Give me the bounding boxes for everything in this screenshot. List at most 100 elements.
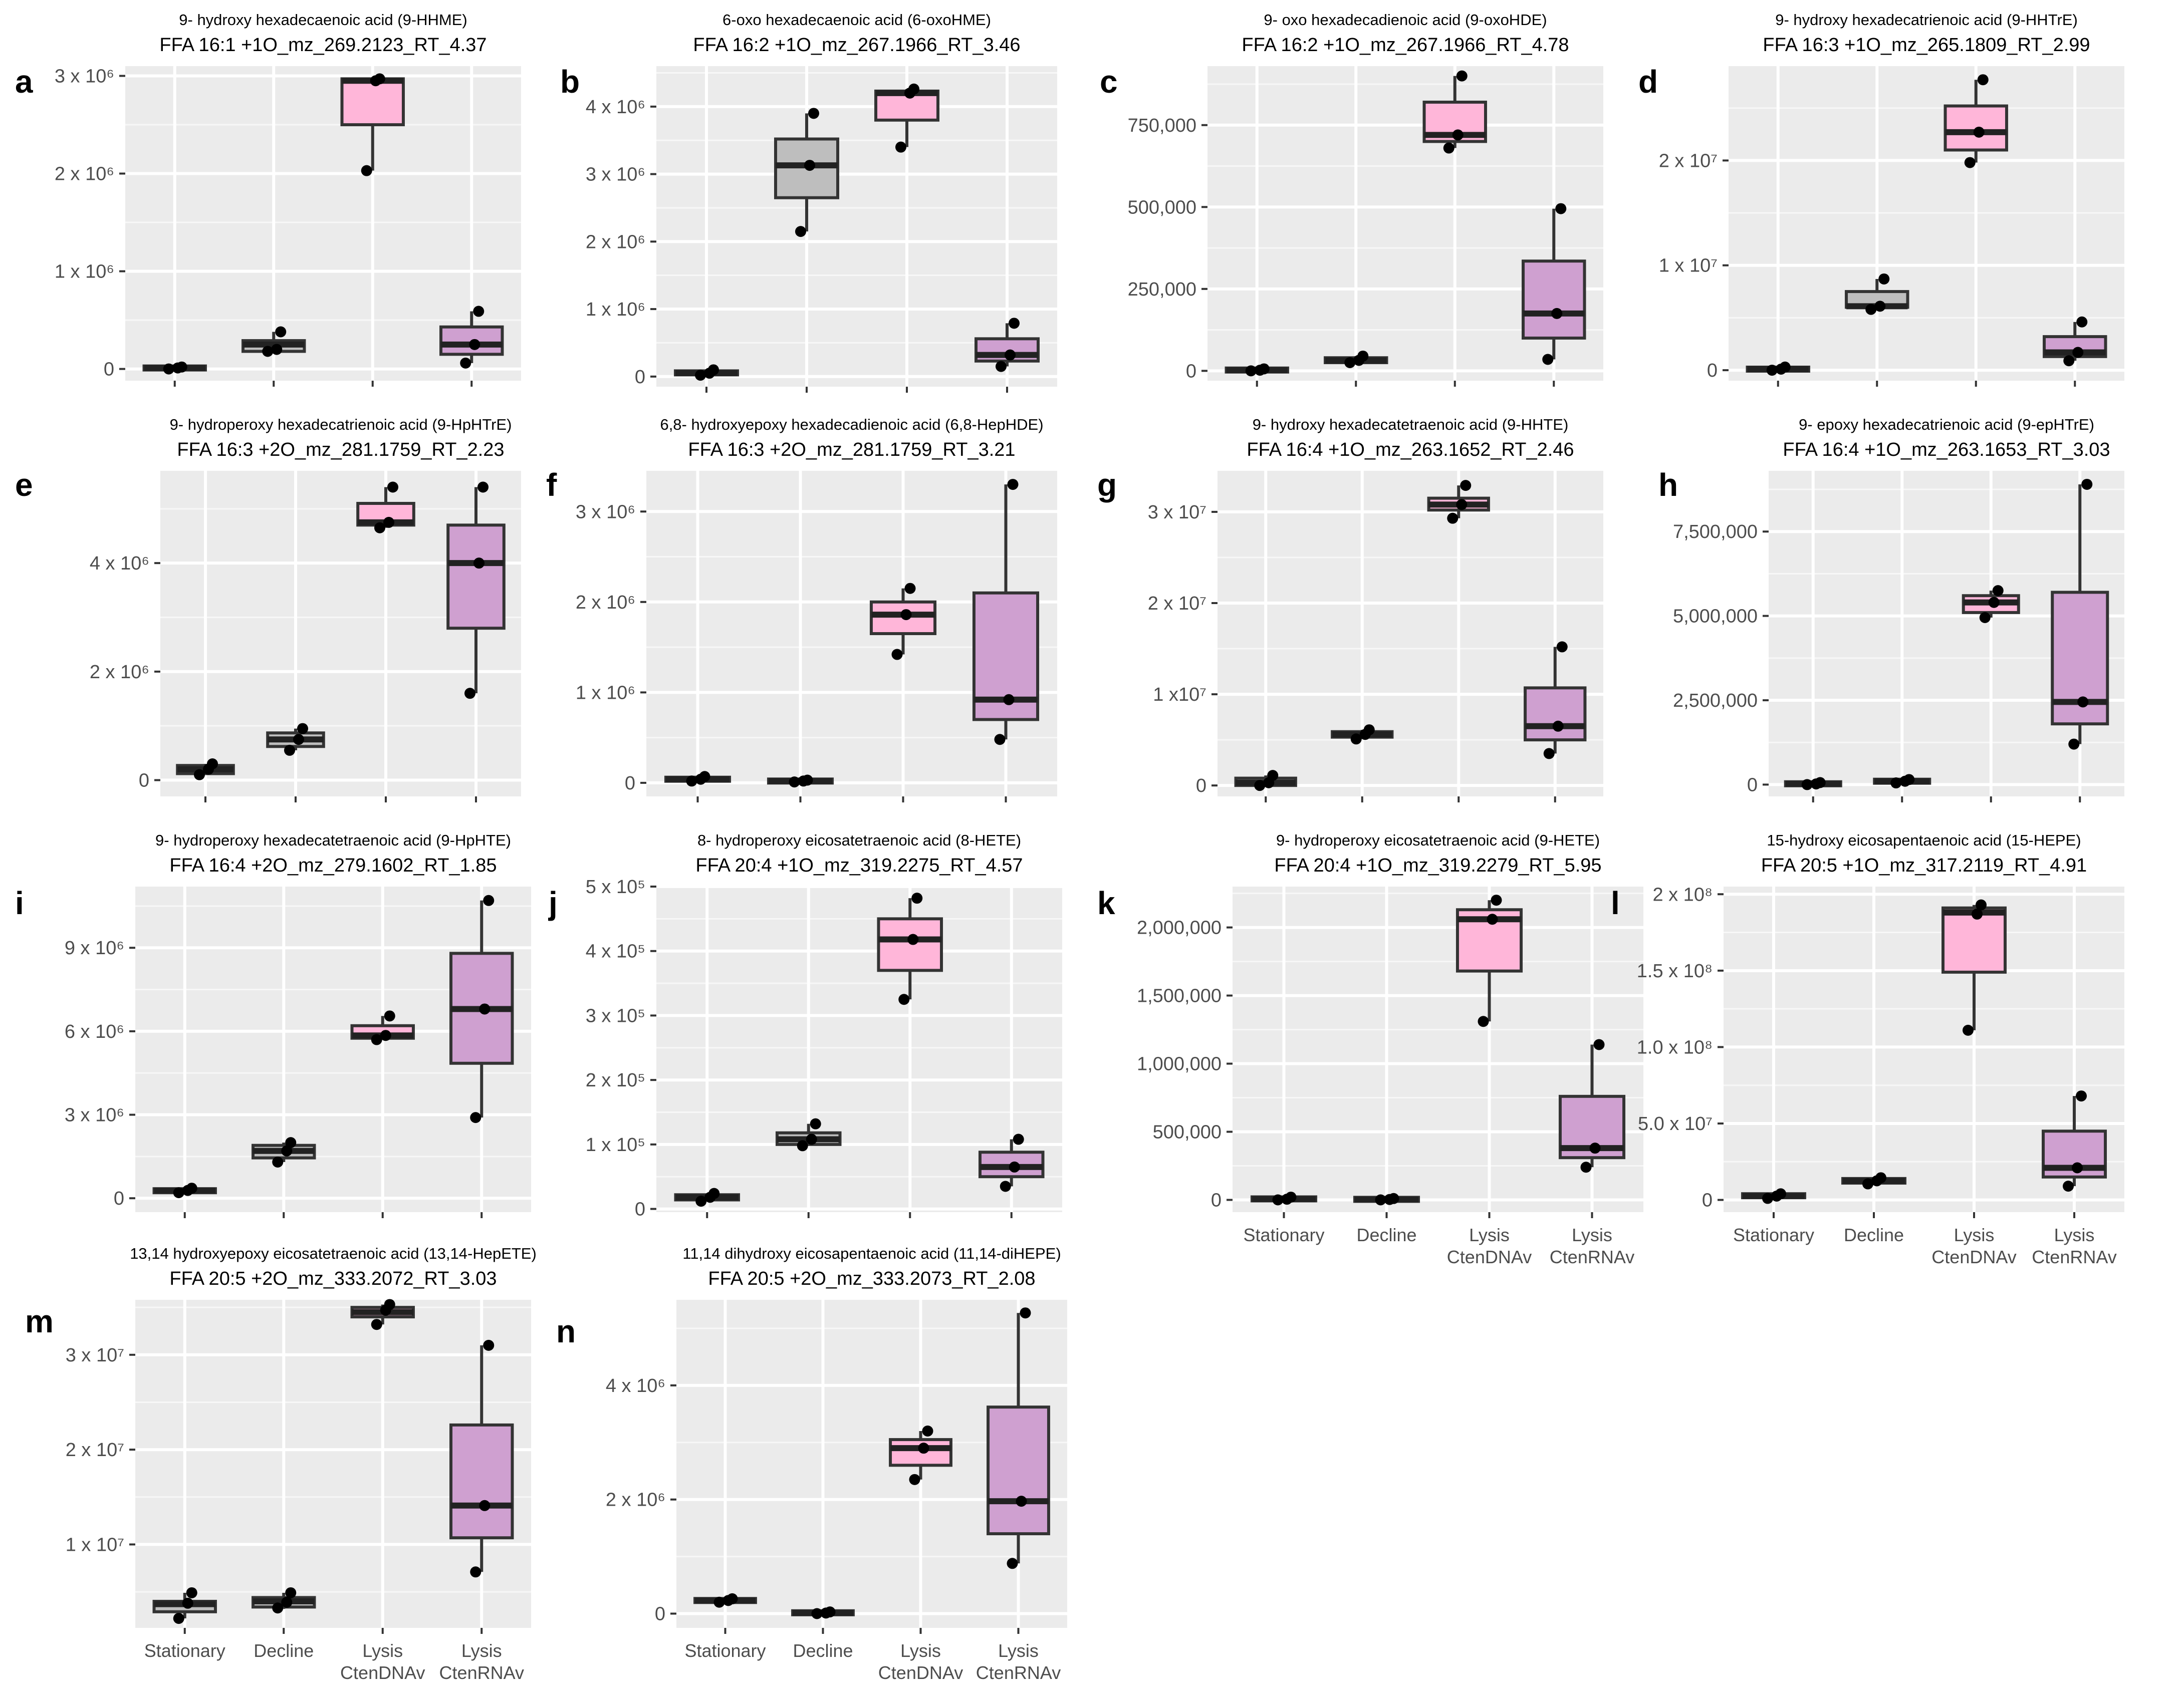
data-point [900, 609, 912, 621]
y-tick-label: 1,000,000 [1137, 1054, 1222, 1075]
box-lysis-ctendnav [1455, 895, 1523, 1027]
x-tick-label: Stationary [684, 1640, 766, 1661]
data-point [811, 1608, 823, 1619]
panel-label: a [15, 64, 33, 100]
box-stationary [1784, 777, 1842, 790]
data-point [285, 1137, 297, 1149]
y-tick-label: 4 x 10⁵ [586, 941, 645, 962]
data-point [1988, 597, 2000, 608]
panel-c: 0 250,000 500,000 750,000 9- oxo hexadecadie… [1100, 11, 1603, 387]
panel-i: 0 3 x 10⁶ 6 x 10⁶ 9 x 10⁶ 9- hydroperoxy hex… [15, 831, 531, 1218]
box-stationary [152, 1587, 217, 1624]
data-point [194, 769, 205, 780]
data-point [713, 1596, 725, 1608]
x-tick-label: Decline [793, 1640, 853, 1661]
data-point [1272, 1194, 1284, 1206]
panel-subtitle: FFA 16:4 +2O_mz_279.1602_RT_1.85 [169, 855, 497, 876]
data-point [1375, 1194, 1386, 1206]
data-point [1258, 363, 1270, 375]
y-tick-label: 2 x 10⁷ [1148, 593, 1206, 614]
y-tick-label: 1 x 10⁵ [586, 1135, 645, 1156]
data-point [1976, 899, 1987, 911]
x-tick-label: Lysis [1469, 1225, 1510, 1245]
data-point [1254, 780, 1266, 791]
data-point [371, 1034, 382, 1045]
box-stationary [152, 1183, 217, 1199]
box-decline [767, 774, 834, 788]
x-tick-label: CtenRNAv [1550, 1247, 1634, 1267]
data-point [2063, 1181, 2074, 1192]
data-point [464, 688, 475, 699]
y-tick-label: 1.0 x 10⁸ [1637, 1037, 1713, 1058]
x-tick-label: Lysis [1572, 1225, 1612, 1245]
data-point [1875, 1172, 1886, 1184]
data-point [271, 344, 283, 355]
data-point [374, 522, 385, 533]
data-point [1801, 779, 1813, 790]
box-lysis-ctendnav [1962, 585, 2020, 624]
data-point [1766, 365, 1778, 376]
y-tick-label: 3 x 10⁶ [586, 164, 645, 185]
data-point [1007, 1558, 1018, 1569]
data-point [1775, 1188, 1786, 1200]
iqr-box [774, 137, 839, 199]
y-tick-label: 4 x 10⁶ [586, 97, 645, 118]
box-decline [1841, 1172, 1906, 1190]
panel-label: b [560, 64, 580, 100]
panel-label: f [546, 467, 557, 503]
box-lysis-ctenrnav [449, 1339, 514, 1578]
data-point [479, 1003, 491, 1015]
box-lysis-ctendnav [1942, 899, 2007, 1036]
data-point [1491, 895, 1502, 906]
iqr-box [1522, 259, 1586, 340]
panel-k: 0 500,000 1,000,000 1,500,000 2,000,000 Stati… [1097, 831, 1643, 1267]
box-lysis-ctendnav [869, 583, 937, 660]
x-tick-label: CtenDNAv [340, 1662, 425, 1683]
x-tick-label: Lysis [998, 1640, 1039, 1661]
data-point [186, 1183, 197, 1194]
data-point [1452, 129, 1464, 141]
y-tick-label: 0 [1196, 775, 1206, 796]
box-decline [252, 1587, 316, 1614]
panel-f: 0 1 x 10⁶ 2 x 10⁶ 3 x 10⁶ 6,8- hydroxyepoxy … [546, 416, 1057, 802]
panel-subtitle: FFA 20:5 +2O_mz_333.2073_RT_2.08 [708, 1268, 1035, 1289]
data-point [272, 1157, 284, 1168]
data-point [708, 1188, 720, 1199]
y-tick-label: 0 [1702, 1190, 1713, 1211]
x-tick-label: Stationary [144, 1640, 225, 1661]
box-stationary [674, 1188, 741, 1207]
panel-title: 13,14 hydroxyepoxy eicosatetraenoic acid… [130, 1245, 537, 1262]
plot-background [1233, 887, 1643, 1212]
y-tick-label: 1 x 10⁷ [1659, 255, 1718, 276]
data-point [1865, 304, 1877, 315]
y-tick-label: 2 x 10⁶ [576, 592, 635, 613]
data-point [2063, 355, 2075, 367]
y-tick-label: 250,000 [1128, 279, 1196, 300]
iqr-box [987, 1405, 1050, 1536]
panel-title: 9- hydroperoxy hexadecatrienoic acid (9-… [170, 416, 512, 433]
panel-title: 9- hydroperoxy hexadecatetraenoic acid (… [155, 831, 511, 849]
y-tick-label: 7,500,000 [1673, 521, 1758, 542]
panel-title: 9- hydroperoxy eicosatetraenoic acid (9-… [1276, 831, 1600, 849]
panel-title: 9- oxo hexadecadienoic acid (9-oxoHDE) [1264, 11, 1547, 29]
data-point [904, 583, 916, 594]
data-point [1874, 301, 1886, 312]
panel-subtitle: FFA 20:4 +1O_mz_319.2275_RT_4.57 [695, 855, 1023, 876]
data-point [479, 1500, 491, 1511]
data-point [281, 1596, 293, 1608]
panel-g: 0 1 x10⁷ 2 x 10⁷ 3 x 10⁷ 9- hydroxy hexadeca… [1097, 416, 1603, 802]
data-point [895, 141, 906, 153]
data-point [922, 1426, 933, 1437]
y-tick-label: 0 [635, 367, 645, 388]
panel-label: m [25, 1303, 54, 1339]
box-stationary [674, 364, 739, 381]
data-point [186, 1587, 197, 1598]
data-point [1456, 70, 1468, 82]
y-tick-label: 0 [1211, 1190, 1222, 1211]
y-tick-label: 2 x 10⁶ [586, 231, 645, 252]
x-tick-label: CtenDNAv [1447, 1247, 1532, 1267]
data-point [361, 165, 372, 176]
data-point [483, 895, 495, 906]
x-tick-label: Lysis [362, 1640, 403, 1661]
plot-background [1218, 471, 1603, 796]
